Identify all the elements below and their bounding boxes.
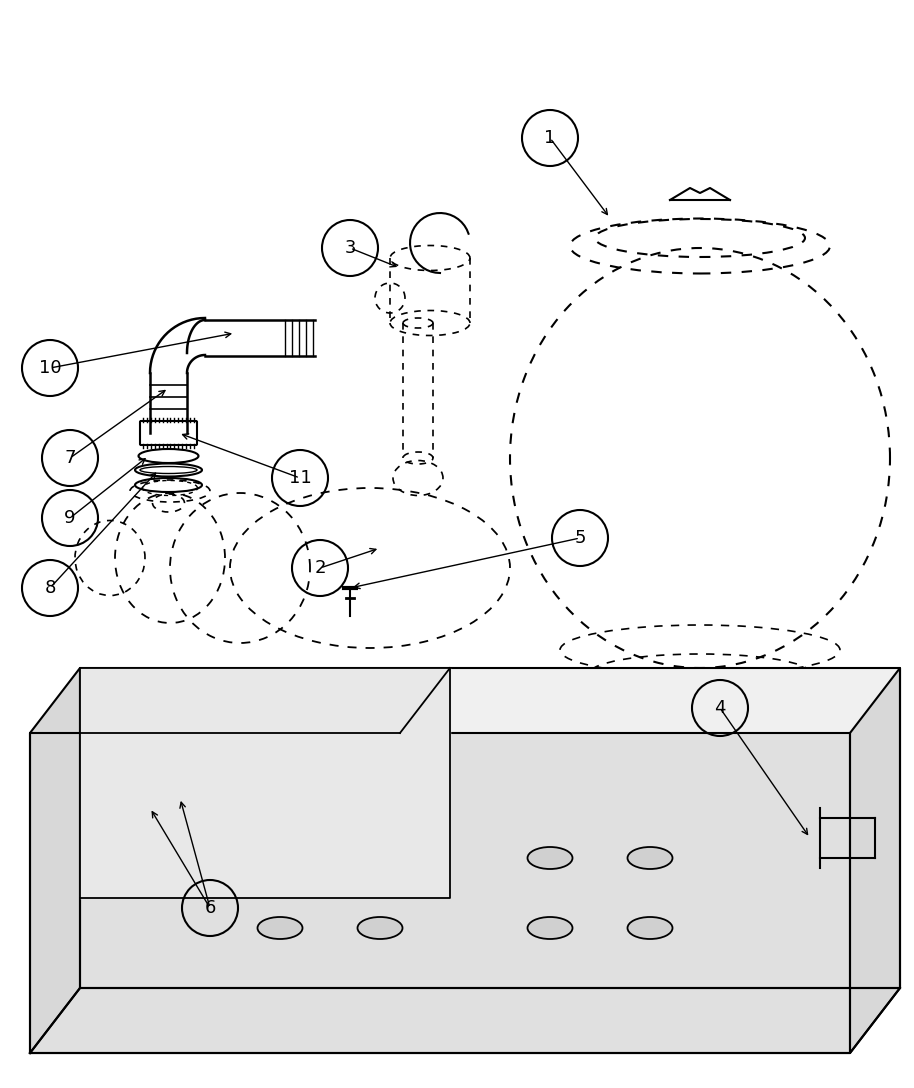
Ellipse shape	[527, 917, 572, 939]
Polygon shape	[30, 668, 80, 1053]
Ellipse shape	[135, 463, 202, 477]
FancyBboxPatch shape	[140, 421, 197, 445]
Ellipse shape	[357, 917, 402, 939]
Text: 5: 5	[574, 529, 586, 547]
Ellipse shape	[628, 846, 673, 869]
Text: 6: 6	[205, 899, 216, 917]
Text: 1: 1	[545, 129, 556, 147]
Polygon shape	[30, 733, 850, 1053]
Text: 10: 10	[38, 359, 61, 378]
Ellipse shape	[527, 846, 572, 869]
Ellipse shape	[357, 846, 402, 869]
Ellipse shape	[258, 917, 303, 939]
Text: 4: 4	[714, 698, 726, 717]
Text: 7: 7	[64, 449, 76, 467]
Ellipse shape	[628, 917, 673, 939]
Polygon shape	[30, 988, 900, 1053]
Text: 2: 2	[314, 559, 325, 577]
Text: 3: 3	[345, 239, 356, 257]
Polygon shape	[80, 668, 900, 988]
Ellipse shape	[135, 478, 202, 492]
Ellipse shape	[139, 449, 198, 463]
Ellipse shape	[258, 846, 303, 869]
Polygon shape	[850, 668, 900, 1053]
Polygon shape	[80, 668, 450, 898]
Text: 11: 11	[289, 469, 312, 487]
Text: 9: 9	[64, 509, 76, 527]
Text: 8: 8	[44, 579, 56, 597]
Ellipse shape	[140, 467, 197, 473]
